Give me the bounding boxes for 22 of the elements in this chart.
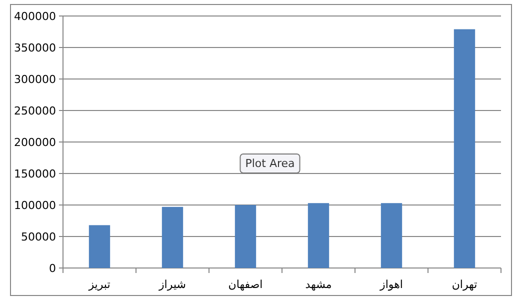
bar [308,203,330,268]
y-tick-label: 150000 [14,168,56,180]
x-tick-label: مشهد [305,278,332,291]
y-tick-label: 50000 [21,230,56,244]
y-tick-label: 100000 [14,199,56,212]
y-tick-label: 250000 [14,104,56,118]
bar [162,206,184,268]
y-tick-label: 300000 [14,73,56,86]
bar [454,29,476,268]
bar [380,203,402,268]
bar [234,205,256,268]
x-tick-label: تبریز [88,278,110,291]
y-tick-label: 200000 [14,136,56,149]
y-tick-label: 0 [49,262,56,275]
x-tick-label: اصفهان [228,278,263,291]
x-tick-label: تهران [452,278,478,291]
bar [88,225,110,268]
x-tick-label: اهواز [379,278,403,291]
y-tick-label: 400000 [14,10,56,23]
x-tick-label: شیراز [158,278,186,291]
annotation: Plot Area [245,157,295,170]
y-tick-label: 350000 [14,42,56,54]
